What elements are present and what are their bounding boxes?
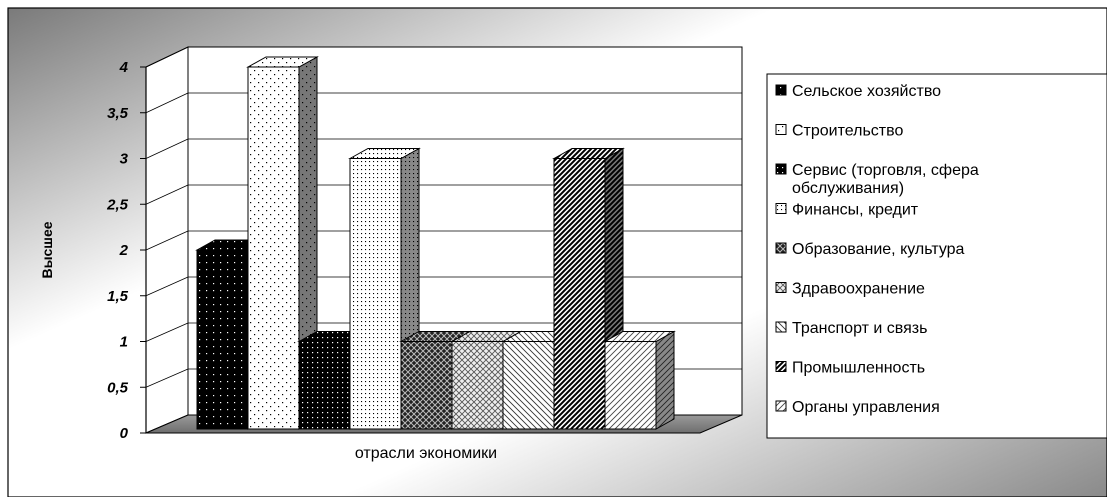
legend-swatch (775, 321, 787, 333)
bar-front (604, 341, 657, 430)
y-tick-label: 3 (120, 151, 129, 168)
gridline-side (145, 46, 189, 68)
legend-label: Финансы, кредит (792, 202, 919, 219)
y-tick-label: 4 (119, 59, 129, 76)
legend-label: Сервис (торговля, сфера (792, 162, 979, 179)
legend-label: Здравоохранение (792, 281, 925, 298)
y-tick-label: 2,5 (106, 196, 129, 213)
bars (195, 56, 676, 430)
bar-front (400, 341, 453, 430)
gridline-side (145, 138, 189, 159)
bar-front (349, 158, 402, 430)
legend-swatch (775, 84, 787, 96)
legend-swatch (775, 242, 787, 254)
legend-item: Образование, культура (775, 241, 965, 258)
bar-front (451, 341, 504, 430)
y-tick-label: 1 (120, 334, 128, 351)
legend-item: Органы управления (775, 399, 940, 416)
bar-front (502, 341, 555, 430)
bar (603, 330, 676, 430)
y-axis: 0 0,5 1 1,5 2 2,5 3 3,5 4 (106, 59, 147, 442)
legend-label: Строительство (792, 123, 903, 140)
legend-swatch (775, 400, 787, 412)
legend-label: Сельское хозяйство (792, 83, 941, 100)
x-axis-label: отрасли экономики (355, 445, 497, 462)
legend-item: Сельское хозяйство (775, 83, 941, 100)
legend-label: Транспорт и связь (792, 320, 927, 337)
legend-label: Образование, культура (792, 241, 965, 258)
legend-label-cont: обслуживания) (792, 180, 904, 197)
gridline-side (145, 92, 189, 114)
legend-swatch (775, 163, 787, 175)
y-tick-label: 0 (120, 425, 129, 442)
legend-item: Здравоохранение (775, 281, 925, 298)
legend-item: Финансы, кредит (775, 202, 919, 219)
legend-item: Транспорт и связь (775, 320, 927, 337)
gridline-side (145, 184, 189, 205)
legend-label: Органы управления (792, 399, 940, 416)
gridline-side (145, 322, 189, 342)
legend-label: Промышленность (792, 360, 925, 377)
legend: Сельское хозяйство Строительство Сервис (т… (766, 73, 1107, 439)
bar-front (553, 158, 606, 430)
legend-items: Сельское хозяйство Строительство Сервис (т… (775, 83, 979, 416)
gridline-side (145, 276, 189, 297)
gridline-side (145, 230, 189, 251)
gridline-side (145, 368, 189, 388)
legend-item: Промышленность (775, 360, 925, 377)
y-tick-label: 3,5 (107, 105, 129, 122)
bar-front (247, 66, 300, 430)
legend-box (766, 73, 1107, 439)
legend-swatch (775, 203, 787, 214)
bar-side (655, 330, 675, 430)
legend-swatch (775, 282, 787, 293)
bar-front (196, 249, 249, 430)
y-axis-label: Высшее (39, 221, 55, 278)
y-tick-label: 2 (119, 242, 129, 259)
legend-swatch (775, 124, 787, 135)
y-tick-label: 1,5 (107, 288, 129, 305)
legend-swatch (775, 361, 787, 372)
bar-front (298, 341, 351, 430)
y-tick-label: 0,5 (107, 379, 129, 396)
legend-item: Строительство (775, 123, 903, 140)
side-wall (145, 46, 189, 434)
